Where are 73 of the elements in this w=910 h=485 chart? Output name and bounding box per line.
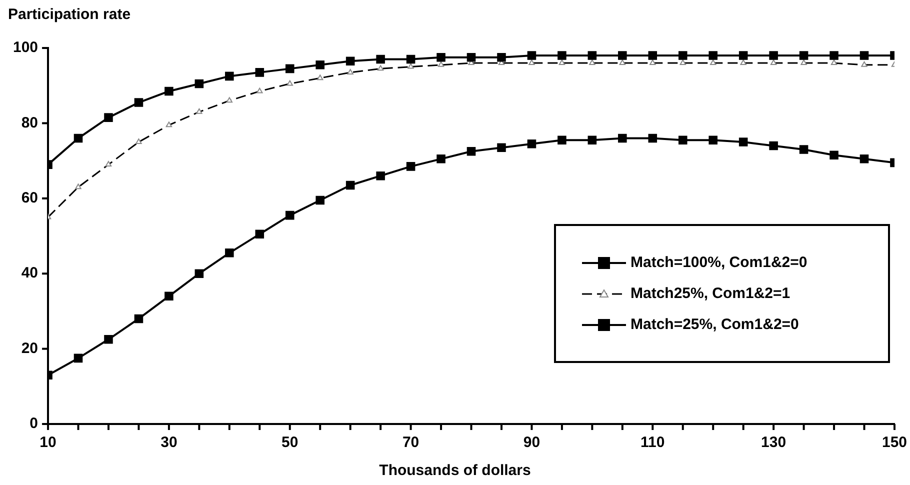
point xyxy=(497,53,506,62)
point xyxy=(255,230,264,239)
point xyxy=(527,139,536,148)
legend-label: Match=25%, Com1&2=0 xyxy=(630,316,799,333)
point xyxy=(497,143,506,152)
point xyxy=(860,154,869,164)
point xyxy=(316,196,324,205)
point xyxy=(74,354,83,363)
point xyxy=(618,51,627,60)
x-tick-label: 130 xyxy=(761,434,786,452)
point xyxy=(830,150,838,160)
point xyxy=(406,162,416,171)
point xyxy=(648,134,658,143)
x-tick-label: 150 xyxy=(882,434,907,452)
point xyxy=(678,51,688,60)
point xyxy=(708,136,718,145)
y-tick-label: 40 xyxy=(21,264,38,282)
y-tick-label: 100 xyxy=(12,39,38,56)
point xyxy=(346,56,355,66)
point xyxy=(285,210,294,220)
point xyxy=(799,51,808,60)
point xyxy=(558,136,566,145)
x-tick-label: 110 xyxy=(640,434,665,452)
y-tick-label: 0 xyxy=(30,415,38,432)
point xyxy=(285,64,294,74)
point xyxy=(648,51,658,60)
point xyxy=(769,141,778,150)
point xyxy=(134,98,144,107)
point xyxy=(376,54,385,64)
point xyxy=(376,171,385,180)
legend-label: Match=100%, Com1&2=0 xyxy=(630,254,808,271)
x-axis-title: Thousands of dollars xyxy=(378,462,532,479)
point xyxy=(558,51,566,60)
point xyxy=(134,314,144,324)
point xyxy=(588,51,597,60)
x-tick-label: 90 xyxy=(523,434,540,452)
point xyxy=(104,113,113,122)
point xyxy=(588,136,597,145)
point xyxy=(194,79,204,88)
point xyxy=(769,51,778,60)
point xyxy=(406,54,416,64)
point xyxy=(225,248,234,258)
x-tick-label: 30 xyxy=(160,434,178,452)
point xyxy=(466,147,476,156)
y-tick-label: 60 xyxy=(21,190,38,207)
x-tick-label: 10 xyxy=(40,434,56,452)
legend-label: Match25%, Com1&2=1 xyxy=(630,285,790,302)
point xyxy=(255,68,264,77)
point xyxy=(316,60,324,70)
point xyxy=(738,51,748,60)
point xyxy=(678,136,688,145)
point xyxy=(799,145,808,154)
point xyxy=(860,51,869,60)
point xyxy=(436,154,446,164)
point xyxy=(164,86,174,96)
y-tick-label: 80 xyxy=(21,114,38,132)
point xyxy=(830,51,838,60)
point xyxy=(164,292,174,301)
x-tick-label: 50 xyxy=(282,434,298,452)
point xyxy=(527,51,536,60)
point xyxy=(104,335,113,344)
point xyxy=(466,53,476,62)
y-tick-label: 20 xyxy=(21,340,38,357)
point xyxy=(708,51,718,60)
point xyxy=(225,72,234,81)
point xyxy=(618,134,627,143)
point xyxy=(738,138,748,146)
point xyxy=(74,134,83,143)
point xyxy=(436,53,446,62)
y-axis-title: Participation rate xyxy=(8,6,131,23)
point xyxy=(194,269,204,278)
point xyxy=(346,180,355,190)
x-tick-label: 70 xyxy=(402,434,420,452)
